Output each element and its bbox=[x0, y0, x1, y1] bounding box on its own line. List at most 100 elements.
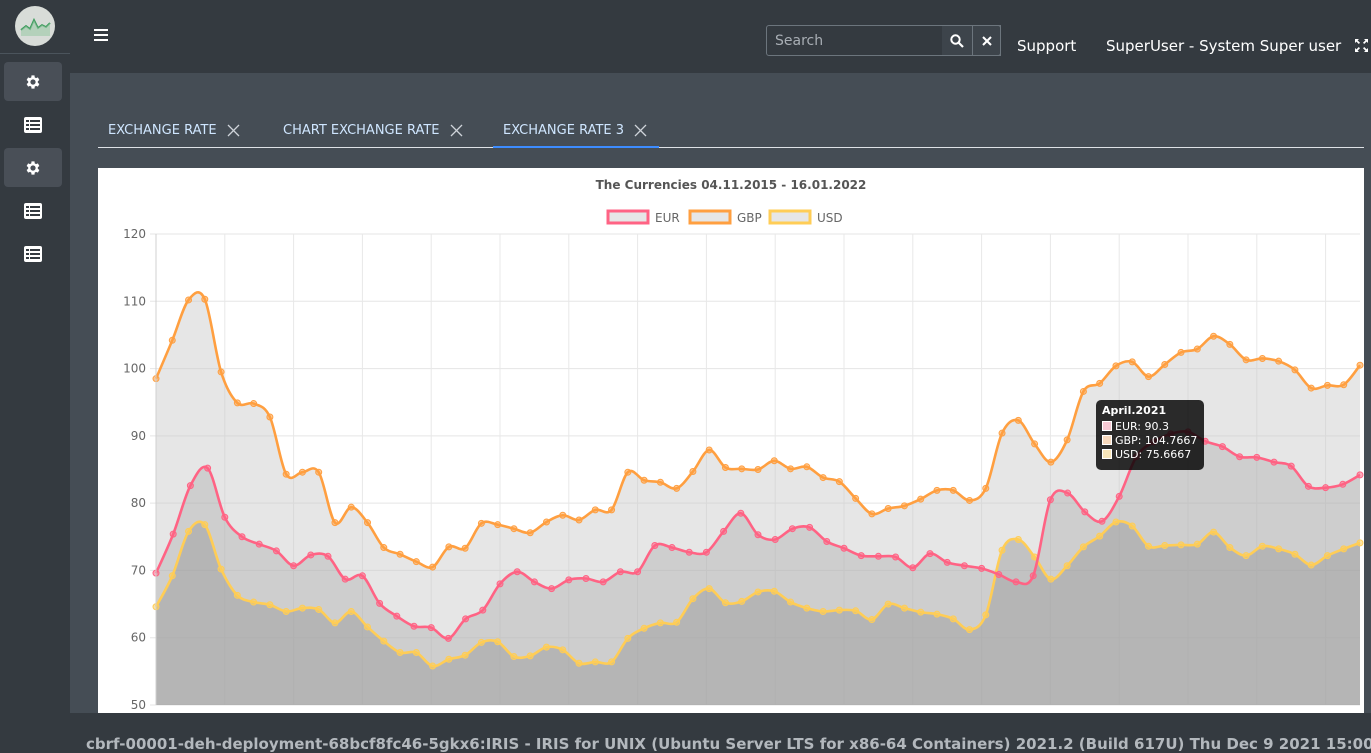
data-point-eur[interactable] bbox=[771, 535, 779, 543]
data-point-usd[interactable] bbox=[884, 600, 892, 608]
data-point-usd[interactable] bbox=[412, 649, 420, 657]
data-point-eur[interactable] bbox=[358, 572, 366, 580]
data-point-usd[interactable] bbox=[721, 599, 729, 607]
data-point-usd[interactable] bbox=[1258, 542, 1266, 550]
data-point-gbp[interactable] bbox=[1291, 366, 1299, 374]
data-point-eur[interactable] bbox=[1287, 462, 1295, 470]
data-point-usd[interactable] bbox=[1275, 545, 1283, 553]
clear-search-button[interactable] bbox=[972, 25, 1001, 56]
data-point-gbp[interactable] bbox=[1063, 436, 1071, 444]
data-point-usd[interactable] bbox=[835, 606, 843, 614]
data-point-gbp[interactable] bbox=[1128, 358, 1136, 366]
data-point-gbp[interactable] bbox=[738, 465, 746, 473]
data-point-usd[interactable] bbox=[559, 646, 567, 654]
data-point-eur[interactable] bbox=[840, 544, 848, 552]
data-point-usd[interactable] bbox=[233, 591, 241, 599]
data-point-eur[interactable] bbox=[548, 585, 556, 593]
data-point-usd[interactable] bbox=[461, 651, 469, 659]
data-point-eur[interactable] bbox=[307, 551, 315, 559]
data-point-eur[interactable] bbox=[892, 553, 900, 561]
data-point-usd[interactable] bbox=[705, 585, 713, 593]
data-point-eur[interactable] bbox=[1304, 482, 1312, 490]
data-point-usd[interactable] bbox=[754, 588, 762, 596]
data-point-gbp[interactable] bbox=[868, 510, 876, 518]
data-point-eur[interactable] bbox=[874, 552, 882, 560]
data-point-gbp[interactable] bbox=[1144, 373, 1152, 381]
data-point-eur[interactable] bbox=[1356, 471, 1364, 479]
data-point-usd[interactable] bbox=[494, 638, 502, 646]
data-point-eur[interactable] bbox=[806, 523, 814, 531]
data-point-gbp[interactable] bbox=[754, 466, 762, 473]
data-point-gbp[interactable] bbox=[380, 544, 388, 552]
data-point-gbp[interactable] bbox=[1242, 356, 1250, 364]
data-point-usd[interactable] bbox=[1047, 575, 1055, 583]
data-point-usd[interactable] bbox=[1242, 552, 1250, 560]
data-point-eur[interactable] bbox=[186, 482, 194, 490]
data-point-gbp[interactable] bbox=[461, 544, 469, 552]
data-point-gbp[interactable] bbox=[1356, 361, 1364, 369]
data-point-gbp[interactable] bbox=[640, 476, 648, 484]
data-point-usd[interactable] bbox=[282, 607, 290, 615]
data-point-eur[interactable] bbox=[1046, 496, 1054, 504]
data-point-gbp[interactable] bbox=[721, 463, 729, 471]
data-point-eur[interactable] bbox=[479, 606, 487, 614]
app-logo[interactable] bbox=[15, 6, 55, 46]
data-point-usd[interactable] bbox=[1177, 541, 1185, 549]
data-point-gbp[interactable] bbox=[1031, 440, 1039, 448]
data-point-gbp[interactable] bbox=[1210, 332, 1218, 340]
data-point-gbp[interactable] bbox=[282, 470, 290, 478]
fullscreen-icon[interactable] bbox=[1354, 38, 1369, 53]
data-point-gbp[interactable] bbox=[933, 486, 941, 494]
data-point-eur[interactable] bbox=[788, 525, 796, 533]
data-point-gbp[interactable] bbox=[705, 446, 713, 454]
data-point-eur[interactable] bbox=[616, 568, 624, 576]
data-point-usd[interactable] bbox=[591, 658, 599, 666]
data-point-usd[interactable] bbox=[1193, 540, 1201, 548]
data-point-gbp[interactable] bbox=[770, 457, 778, 465]
data-point-eur[interactable] bbox=[272, 547, 280, 555]
data-point-usd[interactable] bbox=[1356, 539, 1364, 547]
data-point-usd[interactable] bbox=[1014, 535, 1022, 543]
data-point-eur[interactable] bbox=[530, 578, 538, 586]
data-point-usd[interactable] bbox=[347, 607, 355, 615]
tab-exchange-rate[interactable]: EXCHANGE RATE bbox=[108, 117, 240, 148]
data-point-usd[interactable] bbox=[168, 572, 176, 580]
data-point-usd[interactable] bbox=[1226, 544, 1234, 552]
data-point-gbp[interactable] bbox=[1161, 361, 1169, 369]
data-point-eur[interactable] bbox=[204, 464, 212, 472]
data-point-eur[interactable] bbox=[427, 624, 435, 632]
legend-item-usd[interactable]: USD bbox=[768, 209, 843, 225]
data-point-gbp[interactable] bbox=[852, 494, 860, 502]
data-point-usd[interactable] bbox=[1323, 552, 1331, 560]
data-point-usd[interactable] bbox=[331, 619, 339, 627]
data-point-usd[interactable] bbox=[966, 626, 974, 634]
data-point-eur[interactable] bbox=[376, 599, 384, 607]
data-point-gbp[interactable] bbox=[835, 478, 843, 486]
data-point-gbp[interactable] bbox=[949, 486, 957, 494]
data-point-eur[interactable] bbox=[1081, 508, 1089, 516]
data-point-usd[interactable] bbox=[949, 615, 957, 623]
data-point-gbp[interactable] bbox=[656, 478, 664, 486]
close-icon[interactable] bbox=[227, 124, 240, 137]
close-icon[interactable] bbox=[634, 124, 647, 137]
data-point-gbp[interactable] bbox=[315, 468, 323, 476]
data-point-eur[interactable] bbox=[634, 568, 642, 576]
data-point-gbp[interactable] bbox=[884, 505, 892, 513]
data-point-usd[interactable] bbox=[201, 521, 209, 529]
data-point-gbp[interactable] bbox=[1340, 381, 1348, 389]
data-point-eur[interactable] bbox=[1270, 458, 1278, 466]
data-point-eur[interactable] bbox=[410, 622, 418, 630]
data-point-usd[interactable] bbox=[1063, 562, 1071, 570]
data-point-eur[interactable] bbox=[565, 576, 573, 584]
data-point-usd[interactable] bbox=[624, 634, 632, 642]
user-menu[interactable]: SuperUser - System Super user bbox=[1106, 37, 1342, 55]
data-point-gbp[interactable] bbox=[347, 503, 355, 511]
data-point-gbp[interactable] bbox=[608, 506, 616, 514]
data-point-gbp[interactable] bbox=[1323, 381, 1331, 389]
data-point-usd[interactable] bbox=[477, 638, 485, 646]
data-point-usd[interactable] bbox=[1096, 532, 1104, 540]
data-point-gbp[interactable] bbox=[803, 463, 811, 471]
data-point-gbp[interactable] bbox=[1014, 416, 1022, 424]
data-point-usd[interactable] bbox=[900, 604, 908, 612]
data-point-gbp[interactable] bbox=[966, 496, 974, 504]
